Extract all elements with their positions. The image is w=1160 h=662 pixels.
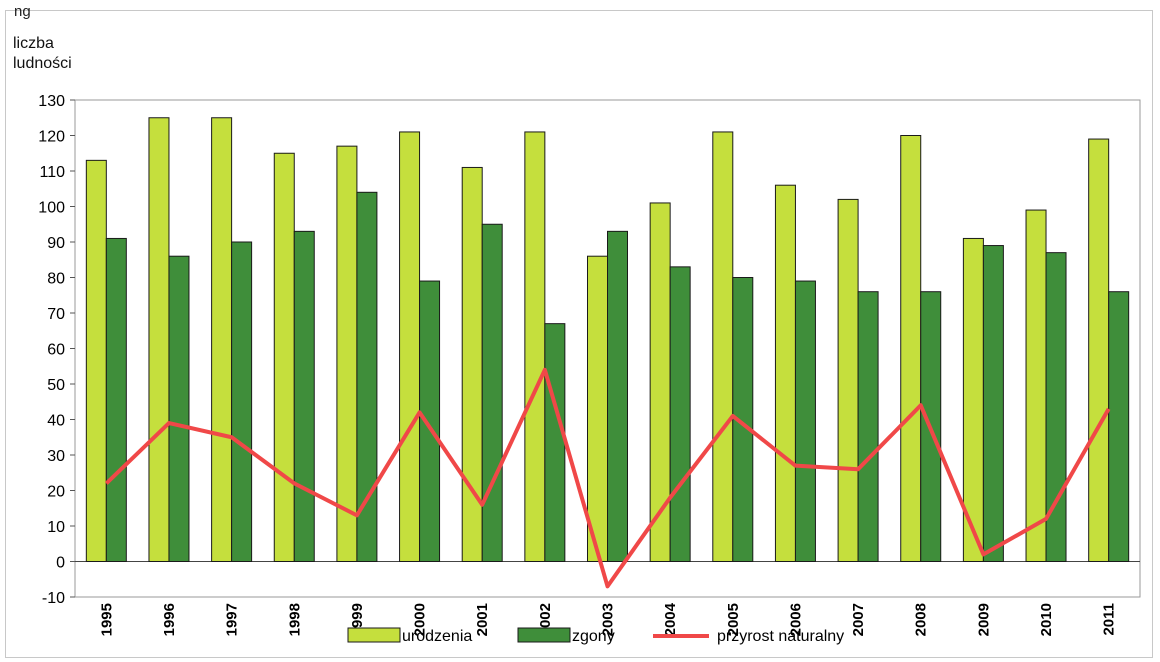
bar-urodzenia-1998	[273, 152, 295, 562]
x-tick-label-2011: 2011	[1101, 603, 1118, 636]
y-tick-label: 0	[56, 555, 65, 572]
bar-urodzenia-2007	[837, 198, 859, 562]
bar-urodzenia-2000	[399, 131, 421, 562]
chart-frame: ng	[5, 3, 1153, 658]
bar-urodzenia-2006	[774, 184, 796, 562]
legend-label-przyrost-naturalny: przyrost naturalny	[717, 628, 844, 645]
bar-zgony-2009	[982, 245, 1004, 563]
x-tick-label-2003: 2003	[600, 603, 617, 636]
bar-zgony-2007	[857, 291, 879, 562]
bar-zgony-2000	[419, 280, 441, 562]
bar-urodzenia-2005	[712, 131, 734, 562]
x-tick-label-2004: 2004	[662, 602, 679, 636]
y-axis-label: liczba ludności	[13, 34, 72, 74]
x-tick-label-2008: 2008	[913, 603, 930, 636]
y-tick-label: 90	[47, 235, 65, 252]
bar-urodzenia-2003	[587, 255, 608, 562]
bar-urodzenia-2011	[1088, 138, 1110, 563]
bar-zgony-2003	[607, 230, 628, 562]
legend-swatch-urodzenia	[347, 627, 401, 643]
legend-swatch-zgony	[517, 627, 571, 643]
bar-urodzenia-2002	[524, 131, 546, 562]
bar-urodzenia-1996	[148, 117, 170, 562]
bar-urodzenia-2008	[900, 135, 922, 562]
x-tick-label-1998: 1998	[286, 603, 303, 636]
y-axis-label-line-1: liczba	[13, 35, 54, 52]
caption-fragment: ng	[14, 3, 31, 20]
y-tick-label: 60	[47, 342, 65, 359]
x-tick-label-1996: 1996	[161, 603, 178, 636]
x-tick-label-2000: 2000	[412, 603, 429, 636]
bar-zgony-2002	[544, 323, 566, 562]
legend-label-zgony: zgony	[572, 628, 615, 645]
bar-zgony-2010	[1045, 252, 1067, 562]
line-przyrost-naturalny	[104, 367, 1111, 589]
y-tick-label: 70	[47, 306, 65, 323]
x-tick-label-2007: 2007	[850, 603, 867, 636]
bar-zgony-1998	[293, 230, 315, 562]
bar-zgony-2006	[794, 280, 816, 562]
y-tick-label: 20	[47, 484, 65, 501]
x-tick-label-2001: 2001	[474, 603, 491, 636]
x-tick-label-1997: 1997	[224, 603, 241, 636]
bar-zgony-1997	[231, 241, 253, 562]
legend-label-urodzenia: urodzenia	[402, 628, 472, 645]
y-tick-label: 10	[47, 519, 65, 536]
bar-urodzenia-2010	[1025, 209, 1047, 563]
x-tick-label-2010: 2010	[1038, 603, 1055, 636]
y-tick-label: 30	[47, 448, 65, 465]
bar-zgony-2005	[732, 277, 754, 562]
x-tick-label-2006: 2006	[787, 603, 804, 636]
bar-urodzenia-2004	[649, 202, 671, 562]
y-tick-label: 100	[38, 200, 65, 217]
bar-urodzenia-1997	[211, 117, 233, 562]
bar-urodzenia-1999	[336, 145, 358, 562]
y-tick-label: 50	[47, 377, 65, 394]
y-tick-label: 110	[39, 164, 65, 181]
y-tick-label: 40	[47, 413, 65, 430]
bar-zgony-1999	[356, 191, 378, 563]
bar-zgony-1995	[105, 237, 127, 562]
x-tick-label-1995: 1995	[98, 603, 115, 636]
bar-urodzenia-1995	[85, 159, 107, 562]
bar-zgony-1996	[168, 255, 190, 562]
bar-zgony-2001	[481, 223, 503, 562]
y-tick-label: -10	[42, 590, 65, 607]
x-tick-label-2009: 2009	[975, 603, 992, 636]
x-tick-label-2005: 2005	[725, 603, 742, 636]
y-tick-label: 80	[47, 271, 65, 288]
y-tick-label: 120	[38, 129, 65, 146]
y-axis-label-line-2: ludności	[13, 55, 72, 72]
bar-zgony-2004	[669, 266, 691, 562]
y-tick-label: 130	[38, 93, 65, 110]
bar-zgony-2011	[1108, 291, 1130, 562]
